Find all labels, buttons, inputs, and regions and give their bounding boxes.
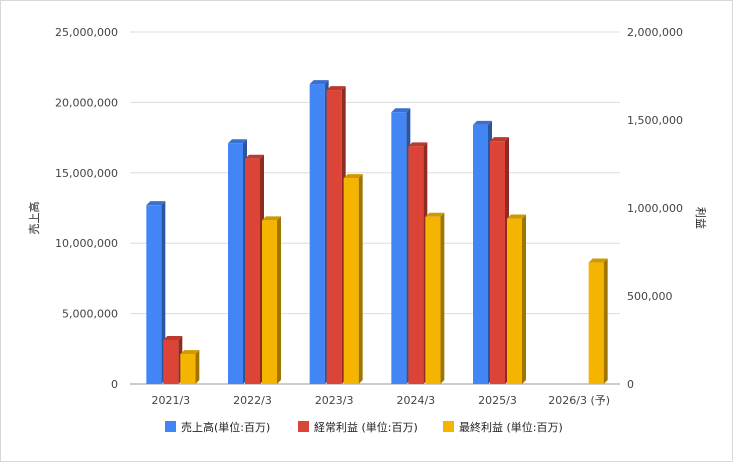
left-tick-label: 20,000,000 [55,96,118,109]
right-tick-label: 1,000,000 [627,202,683,215]
bar-2-2 [245,154,264,384]
bar-2-4 [408,142,428,384]
right-axis-title: 利益 [694,207,708,229]
legend-item: 最終利益 (単位:百万) [443,420,563,434]
legend-label: 最終利益 (単位:百万) [459,420,563,434]
left-axis-title: 売上高 [27,202,41,235]
left-tick-label: 15,000,000 [55,167,118,180]
category-label: 2024/3 [396,394,435,407]
left-tick-label: 5,000,000 [62,308,118,321]
left-axis-ticks: 0 5,000,000 10,000,000 15,000,000 20,000,000… [55,26,118,391]
bar-3-4 [425,212,445,384]
category-labels: 2021/3 2022/3 2023/3 2024/3 2025/3 2026/3 (予) [151,394,610,407]
bar-1-2 [228,139,247,384]
gridlines [130,31,620,385]
right-tick-label: 0 [627,378,634,391]
right-tick-label: 2,000,000 [627,26,683,39]
right-tick-label: 500,000 [627,290,673,303]
bar-1-1 [146,201,166,384]
right-tick-label: 1,500,000 [627,114,683,127]
bar-3-3 [343,174,363,384]
legend: 売上高(単位:百万) 経常利益 (単位:百万) 最終利益 (単位:百万) [165,420,563,434]
legend-swatch [165,421,176,432]
category-label: 2023/3 [315,394,354,407]
bar-2-1 [163,336,183,384]
bar-3-1 [180,350,200,384]
bar-3-2 [262,216,281,384]
category-label: 2025/3 [478,394,517,407]
category-label: 2021/3 [151,394,190,407]
legend-item: 売上高(単位:百万) [165,420,270,434]
right-axis-ticks: 0 500,000 1,000,000 1,500,000 2,000,000 [627,26,683,391]
bar-1-4 [391,108,411,385]
legend-item: 経常利益 (単位:百万) [298,420,418,434]
bar-1-3 [309,80,329,384]
bars [146,80,608,385]
left-tick-label: 25,000,000 [55,26,118,39]
bar-2-5 [490,137,509,384]
category-label: 2022/3 [233,394,272,407]
left-tick-label: 10,000,000 [55,237,118,250]
bar-1-5 [473,120,492,384]
category-label: 2026/3 (予) [548,394,610,407]
legend-label: 経常利益 (単位:百万) [314,420,418,434]
legend-swatch [443,421,454,432]
legend-swatch [298,421,309,432]
legend-label: 売上高(単位:百万) [181,420,270,434]
bar-3-5 [507,214,526,384]
bar-2-3 [326,86,346,384]
left-tick-label: 0 [111,378,118,391]
bar-3-6 [588,258,608,384]
